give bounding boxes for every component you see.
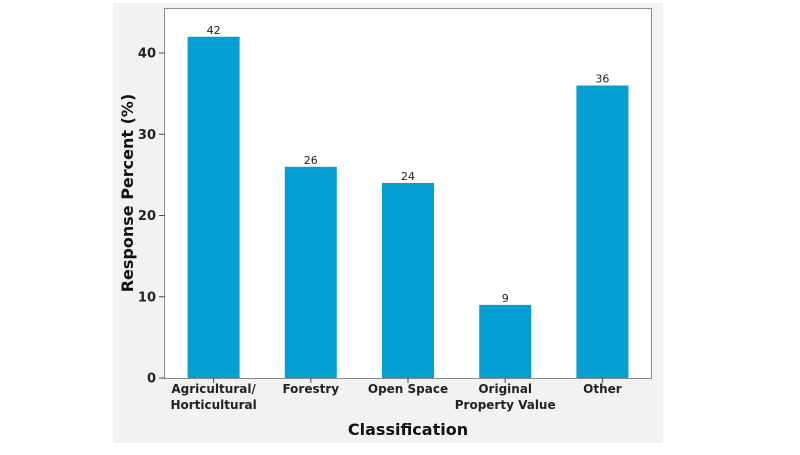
x-category-label-line: Agricultural/ bbox=[171, 382, 256, 396]
bar bbox=[479, 304, 532, 378]
x-category-label: Other bbox=[583, 382, 622, 396]
bar-value-label: 9 bbox=[502, 292, 509, 305]
x-category-label-line: Forestry bbox=[282, 382, 339, 396]
bar bbox=[284, 166, 337, 378]
bar bbox=[382, 183, 434, 378]
x-category-label: Open Space bbox=[368, 382, 448, 396]
x-category-label-line: Other bbox=[583, 382, 622, 396]
bar-value-label: 42 bbox=[207, 24, 221, 37]
y-tick-label: 0 bbox=[147, 372, 156, 387]
y-tick-label: 40 bbox=[138, 47, 156, 62]
x-category-label-line: Open Space bbox=[368, 382, 448, 396]
x-category-label-line: Original bbox=[478, 382, 532, 396]
bar bbox=[187, 36, 240, 378]
value-labels: 42 26 24 9 36 bbox=[207, 24, 610, 305]
y-tick-label: 30 bbox=[138, 128, 156, 143]
x-category-label-line: Property Value bbox=[455, 398, 556, 412]
bar-value-label: 36 bbox=[595, 73, 609, 86]
x-category-label-line: Horticultural bbox=[170, 398, 256, 412]
bar-value-label: 24 bbox=[401, 170, 415, 183]
x-category-label: Original Property Value bbox=[455, 382, 556, 412]
y-tick-label: 10 bbox=[138, 290, 156, 305]
x-category-label: Agricultural/Horticultural bbox=[170, 382, 256, 412]
x-axis: Agricultural/Horticultural Forestry Open S… bbox=[170, 378, 622, 412]
y-tick-label: 20 bbox=[138, 209, 156, 224]
bar bbox=[576, 85, 629, 378]
bars bbox=[187, 36, 629, 378]
x-category-label: Forestry bbox=[282, 382, 339, 396]
bar-value-label: 26 bbox=[304, 154, 318, 167]
y-axis: 0 10 20 30 40 bbox=[138, 47, 165, 387]
x-axis-title: Classification bbox=[348, 420, 468, 439]
y-axis-title: Response Percent (%) bbox=[118, 94, 137, 293]
